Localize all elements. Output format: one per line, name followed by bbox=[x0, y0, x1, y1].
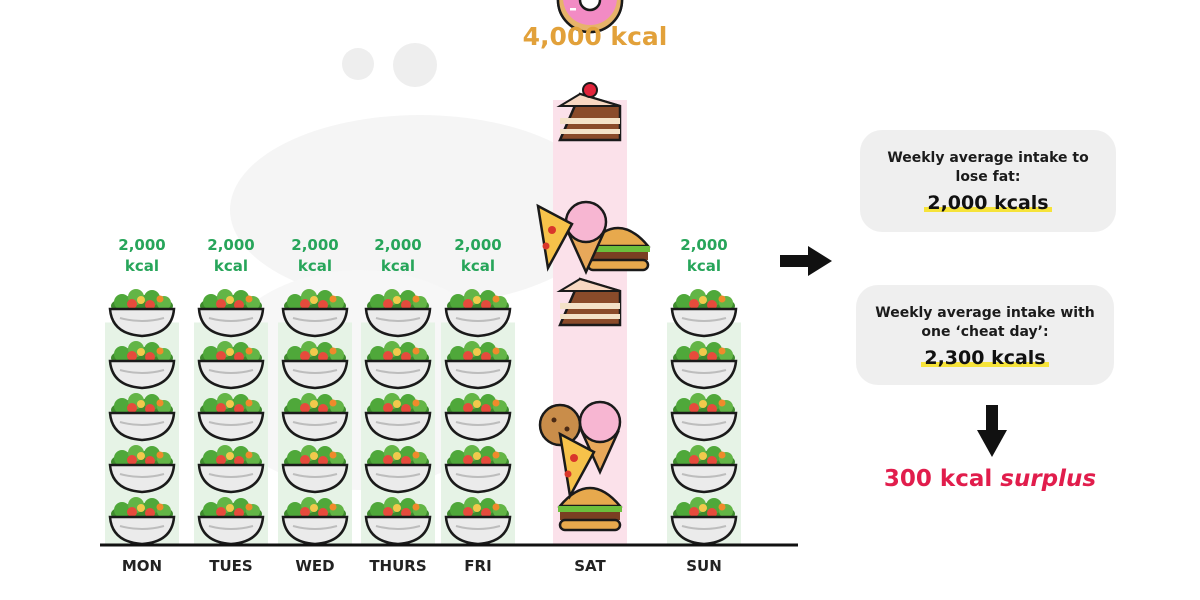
lose-fat-card-title: Weekly average intake to lose fat: bbox=[887, 150, 1089, 185]
salad-bowl-icon bbox=[281, 339, 349, 390]
value-label-thurs: 2,000 kcal bbox=[374, 236, 422, 275]
day-label-thurs: THURS bbox=[369, 557, 427, 575]
surplus-word: surplus bbox=[1000, 466, 1097, 492]
value-label-mon: 2,000 kcal bbox=[118, 236, 166, 275]
salad-bowl-icon bbox=[364, 391, 432, 442]
salad-bowl-icon bbox=[281, 287, 349, 338]
column-fri bbox=[441, 287, 515, 546]
salad-bowl-icon bbox=[108, 339, 176, 390]
day-label-sat: SAT bbox=[574, 557, 606, 575]
surplus-amount: 300 kcal bbox=[883, 466, 993, 492]
day-label-fri: FRI bbox=[464, 557, 492, 575]
salad-bowl-icon bbox=[197, 443, 265, 494]
salad-bowl-icon bbox=[444, 443, 512, 494]
salad-bowl-icon bbox=[197, 391, 265, 442]
day-label-sun: SUN bbox=[686, 557, 722, 575]
column-sat bbox=[536, 0, 651, 545]
salad-bowl-icon bbox=[197, 339, 265, 390]
salad-bowl-icon bbox=[670, 495, 738, 546]
salad-bowl-icon bbox=[364, 495, 432, 546]
salad-bowl-icon bbox=[364, 339, 432, 390]
salad-bowl-icon bbox=[281, 391, 349, 442]
salad-bowl-icon bbox=[108, 495, 176, 546]
day-columns bbox=[105, 0, 741, 546]
value-label-fri: 2,000 kcal bbox=[454, 236, 502, 275]
column-sun bbox=[667, 287, 741, 546]
value-label-tues: 2,000 kcal bbox=[207, 236, 255, 275]
lose-fat-card-value: 2,000 kcals bbox=[924, 192, 1052, 214]
lose-fat-card: Weekly average intake to lose fat: 2,000… bbox=[860, 130, 1116, 232]
salad-bowl-icon bbox=[108, 287, 176, 338]
column-mon bbox=[105, 287, 179, 546]
salad-bowl-icon bbox=[670, 287, 738, 338]
salad-bowl-icon bbox=[670, 391, 738, 442]
column-tues bbox=[194, 287, 268, 546]
day-label-wed: WED bbox=[295, 557, 335, 575]
salad-bowl-icon bbox=[364, 443, 432, 494]
cheat-day-card-title: Weekly average intake with one ‘cheat da… bbox=[875, 305, 1095, 340]
cheat-day-card: Weekly average intake with one ‘cheat da… bbox=[856, 285, 1114, 385]
salad-bowl-icon bbox=[444, 339, 512, 390]
salad-bowl-icon bbox=[670, 443, 738, 494]
cheat-day-card-value: 2,300 kcals bbox=[921, 347, 1049, 369]
salad-bowl-icon bbox=[108, 391, 176, 442]
day-label-mon: MON bbox=[121, 557, 163, 575]
salad-bowl-icon bbox=[444, 287, 512, 338]
cheat-day-food-stack bbox=[536, 0, 651, 532]
right-arrow-icon bbox=[780, 246, 832, 276]
salad-bowl-icon bbox=[197, 495, 265, 546]
salad-bowl-icon bbox=[444, 391, 512, 442]
salad-bowl-icon bbox=[364, 287, 432, 338]
salad-bowl-icon bbox=[281, 443, 349, 494]
value-label-sun: 2,000 kcal bbox=[680, 236, 728, 275]
salad-bowl-icon bbox=[444, 495, 512, 546]
salad-bowl-icon bbox=[197, 287, 265, 338]
column-wed bbox=[278, 287, 352, 546]
value-label-wed: 2,000 kcal bbox=[291, 236, 339, 275]
down-arrow-icon bbox=[977, 405, 1007, 457]
salad-bowl-icon bbox=[670, 339, 738, 390]
salad-bowl-icon bbox=[281, 495, 349, 546]
day-label-tues: TUES bbox=[209, 557, 253, 575]
surplus-result: 300 kcal surplus bbox=[850, 466, 1130, 492]
column-thurs bbox=[361, 287, 435, 546]
salad-bowl-icon bbox=[108, 443, 176, 494]
saturday-total-label: 4,000 kcal bbox=[522, 22, 668, 51]
